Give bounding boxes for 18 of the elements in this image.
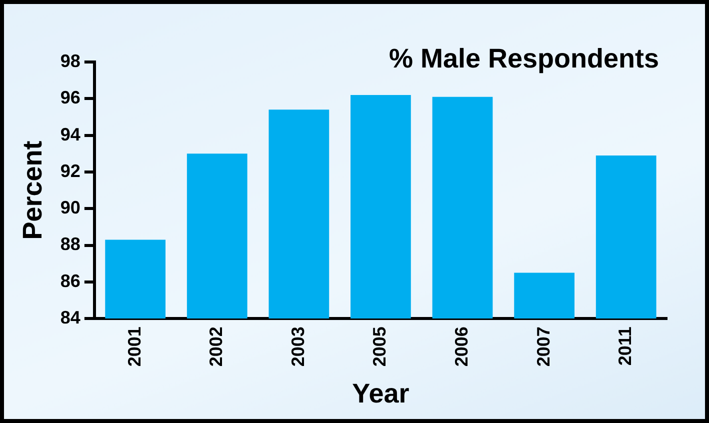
y-tick-label: 86 (60, 270, 80, 291)
x-tick-label: 2005 (370, 326, 390, 367)
x-tick-label: 2002 (206, 326, 226, 367)
y-tick-label: 84 (60, 308, 80, 328)
y-tick-label: 90 (60, 198, 80, 218)
y-tick-label: 88 (60, 234, 80, 254)
x-axis-title: Year (352, 378, 410, 408)
x-tick-label: 2007 (533, 326, 554, 367)
y-tick-label: 96 (60, 88, 80, 108)
x-tick-label: 2003 (288, 326, 308, 367)
y-tick-label: 98 (60, 50, 80, 71)
y-tick-label: 94 (60, 124, 80, 144)
x-tick-label: 2011 (615, 326, 636, 366)
x-tick-label: 2001 (124, 326, 144, 367)
chart-title: % Male Respondents (388, 43, 659, 74)
x-tick-label: 2006 (451, 326, 472, 367)
y-axis-title: Percent (18, 140, 48, 240)
y-tick-label: 92 (60, 160, 80, 181)
